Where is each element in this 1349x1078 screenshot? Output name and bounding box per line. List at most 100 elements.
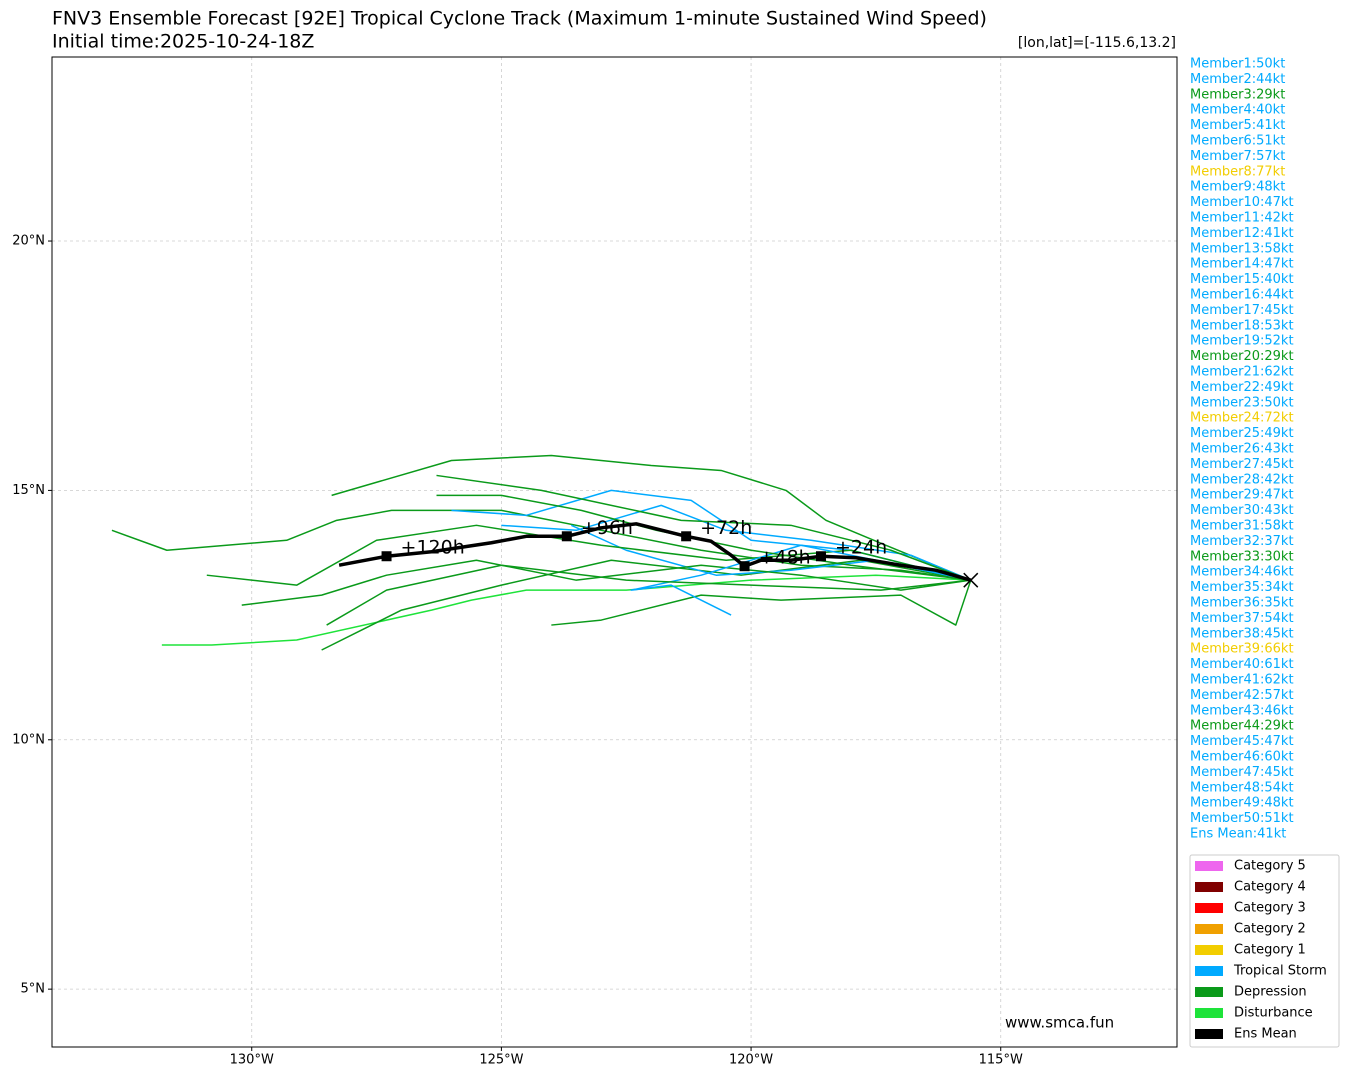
member-label: Member49:48kt xyxy=(1190,796,1294,811)
member-label: Member36:35kt xyxy=(1190,596,1294,611)
member-label: Member45:47kt xyxy=(1190,734,1294,749)
source-label: www.smca.fun xyxy=(1005,1014,1114,1032)
member-track xyxy=(501,504,972,581)
member-label: Member32:37kt xyxy=(1190,534,1294,549)
mean-track xyxy=(338,522,972,582)
position-note: [lon,lat]=[-115.6,13.2] xyxy=(1018,35,1176,51)
member-label: Member46:60kt xyxy=(1190,750,1294,765)
member-label: Member24:72kt xyxy=(1190,411,1294,426)
x-tick-label: 130°W xyxy=(230,1053,274,1068)
y-tick-label: 20°N xyxy=(12,234,45,249)
legend-swatch xyxy=(1195,861,1223,871)
member-label: Member26:43kt xyxy=(1190,442,1294,457)
member-track xyxy=(551,579,972,626)
member-label: Member8:77kt xyxy=(1190,164,1285,179)
legend-swatch xyxy=(1195,945,1223,955)
member-label: Member33:30kt xyxy=(1190,549,1294,564)
member-track xyxy=(241,559,971,606)
member-label: Member4:40kt xyxy=(1190,103,1285,118)
time-label: +120h xyxy=(401,537,465,559)
time-marker xyxy=(561,531,572,542)
member-label: Ens Mean:41kt xyxy=(1190,827,1286,842)
member-label: Member5:41kt xyxy=(1190,118,1285,133)
member-label: Member15:40kt xyxy=(1190,272,1294,287)
chart-subtitle: Initial time:2025-10-24-18Z xyxy=(52,31,314,53)
time-label: +96h xyxy=(581,517,633,539)
member-track xyxy=(331,454,972,581)
member-label: Member30:43kt xyxy=(1190,503,1294,518)
member-label: Member44:29kt xyxy=(1190,719,1294,734)
member-label: Member13:58kt xyxy=(1190,241,1294,256)
plot-frame xyxy=(51,56,1178,1048)
member-label: Member9:48kt xyxy=(1190,180,1285,195)
legend-swatch xyxy=(1195,1029,1223,1039)
legend-label: Depression xyxy=(1234,985,1307,1000)
member-label: Member20:29kt xyxy=(1190,349,1294,364)
member-label: Member41:62kt xyxy=(1190,673,1294,688)
member-label: Member28:42kt xyxy=(1190,472,1294,487)
legend-label: Disturbance xyxy=(1234,1006,1313,1021)
initial-marker xyxy=(963,572,979,588)
x-tick-label: 125°W xyxy=(479,1053,523,1068)
legend-swatch xyxy=(1195,1008,1223,1018)
legend-box xyxy=(1189,854,1340,1048)
member-label: Member1:50kt xyxy=(1190,57,1285,72)
member-label: Member40:61kt xyxy=(1190,657,1294,672)
member-label: Member10:47kt xyxy=(1190,195,1294,210)
time-label: +48h xyxy=(759,547,811,569)
member-label: Member38:45kt xyxy=(1190,626,1294,641)
member-track xyxy=(436,474,972,581)
legend-label: Category 2 xyxy=(1234,922,1306,937)
member-label: Member27:45kt xyxy=(1190,457,1294,472)
member-label: Member22:49kt xyxy=(1190,380,1294,395)
member-label: Member2:44kt xyxy=(1190,72,1285,87)
time-marker xyxy=(739,561,750,572)
member-label: Member19:52kt xyxy=(1190,334,1294,349)
member-label: Member29:47kt xyxy=(1190,488,1294,503)
time-label: +72h xyxy=(700,517,752,539)
member-label: Member16:44kt xyxy=(1190,288,1294,303)
member-label: Member7:57kt xyxy=(1190,149,1285,164)
x-tick-label: 120°W xyxy=(729,1053,773,1068)
member-label: Member14:47kt xyxy=(1190,257,1294,272)
member-label: Member31:58kt xyxy=(1190,519,1294,534)
legend-swatch xyxy=(1195,924,1223,934)
time-marker xyxy=(681,531,692,542)
legend-label: Tropical Storm xyxy=(1233,964,1327,979)
member-label: Member42:57kt xyxy=(1190,688,1294,703)
member-label: Member37:54kt xyxy=(1190,611,1294,626)
member-track xyxy=(326,564,971,626)
member-label: Member43:46kt xyxy=(1190,703,1294,718)
member-track xyxy=(161,574,971,646)
member-track xyxy=(321,559,971,651)
member-label: Member18:53kt xyxy=(1190,318,1294,333)
member-label: Member35:34kt xyxy=(1190,580,1294,595)
member-label: Member17:45kt xyxy=(1190,303,1294,318)
legend-label: Category 4 xyxy=(1234,880,1306,895)
legend-label: Category 3 xyxy=(1234,901,1306,916)
member-label: Member12:41kt xyxy=(1190,226,1294,241)
y-tick-label: 10°N xyxy=(12,732,45,747)
member-label: Member25:49kt xyxy=(1190,426,1294,441)
member-label: Member23:50kt xyxy=(1190,395,1294,410)
member-label: Member48:54kt xyxy=(1190,780,1294,795)
time-marker xyxy=(815,551,826,562)
legend-label: Category 1 xyxy=(1234,943,1306,958)
legend-swatch xyxy=(1195,966,1223,976)
legend-swatch xyxy=(1195,987,1223,997)
time-label: +24h xyxy=(835,537,887,559)
legend-swatch xyxy=(1195,903,1223,913)
legend-swatch xyxy=(1195,882,1223,892)
legend-label: Ens Mean xyxy=(1234,1027,1297,1042)
member-label: Member11:42kt xyxy=(1190,211,1294,226)
member-label: Member21:62kt xyxy=(1190,365,1294,380)
member-track xyxy=(111,509,971,581)
member-label: Member34:46kt xyxy=(1190,565,1294,580)
member-label: Member39:66kt xyxy=(1190,642,1294,657)
member-label: Member47:45kt xyxy=(1190,765,1294,780)
member-label: Member6:51kt xyxy=(1190,134,1285,149)
y-tick-label: 15°N xyxy=(12,483,45,498)
legend-label: Category 5 xyxy=(1234,859,1306,874)
